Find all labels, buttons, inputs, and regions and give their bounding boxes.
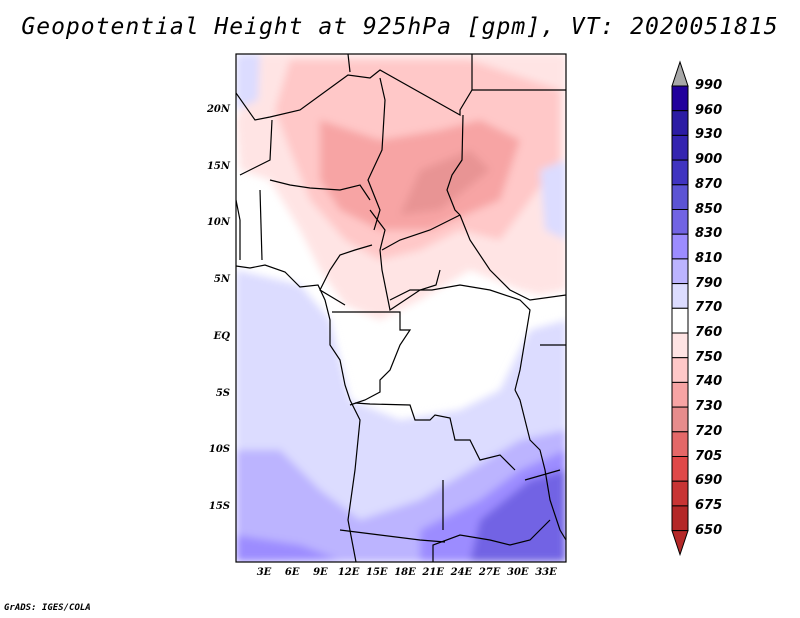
colorbar-label: 990: [695, 78, 723, 93]
colorbar-label: 720: [695, 423, 723, 439]
colorbar-label: 790: [695, 275, 723, 291]
lon-tick-label: 3E: [256, 567, 272, 578]
colorbar-swatch: [671, 381, 689, 408]
lon-tick-label: 9E: [313, 567, 328, 578]
colorbar-label: 870: [695, 176, 723, 192]
colorbar-label: 690: [695, 473, 723, 489]
colorbar-label: 750: [695, 349, 723, 365]
colorbar-swatch: [671, 110, 689, 136]
colorbar-swatch: [671, 134, 689, 161]
colorbar-label: 705: [695, 448, 723, 464]
lon-tick-label: 30E: [507, 567, 529, 578]
colorbar-swatch: [671, 456, 689, 482]
colorbar-swatch: [671, 505, 689, 532]
lat-tick-label: 5S: [215, 387, 230, 399]
lat-tick-label: EQ: [213, 330, 230, 342]
colorbar-swatch: [671, 85, 689, 112]
colorbar-swatch: [671, 184, 689, 211]
colorbar-label: 740: [695, 374, 723, 390]
lon-tick-label: 24E: [450, 567, 473, 578]
colorbar-swatch: [671, 357, 689, 383]
lat-tick-label: 20N: [206, 104, 230, 115]
colorbar-under-arrow: [671, 530, 689, 557]
height-field: [236, 54, 566, 562]
lat-tick-label: 10N: [206, 217, 230, 229]
colorbar-label: 760: [695, 325, 723, 340]
lat-tick-label: 15S: [208, 500, 230, 512]
lon-tick-label: 6E: [284, 567, 300, 578]
colorbar-swatch: [671, 307, 689, 334]
country-borders: [236, 54, 566, 562]
colorbar-swatch: [671, 258, 689, 285]
colorbar-swatch: [671, 406, 689, 433]
grads-credit: GrADS: IGES/COLA: [4, 603, 91, 613]
lon-tick-label: 27E: [478, 567, 501, 578]
lon-tick-label: 15E: [366, 567, 388, 578]
colorbar-label: 675: [695, 497, 723, 513]
lon-tick-label: 21E: [422, 567, 444, 578]
lon-tick-label: 33E: [535, 567, 557, 578]
colorbar-label: 730: [695, 399, 723, 415]
lon-tick-label: 18E: [394, 567, 416, 578]
colorbar-label: 810: [695, 250, 723, 266]
lat-tick-label: 5N: [213, 274, 230, 286]
colorbar-swatch: [671, 332, 689, 359]
plot-title: Geopotential Height at 925hPa [gpm], VT:…: [21, 14, 779, 40]
colorbar-swatch: [671, 209, 689, 235]
colorbar-swatch: [671, 159, 689, 186]
colorbar-swatch: [671, 480, 689, 507]
lat-tick-label: 10S: [208, 444, 230, 456]
lon-tick-label: 12E: [337, 567, 360, 578]
colorbar-label: 930: [695, 127, 723, 143]
colorbar-over-arrow: [671, 60, 689, 87]
colorbar-label: 960: [695, 102, 723, 118]
colorbar-swatch: [671, 283, 689, 309]
colorbar-label: 650: [695, 522, 723, 538]
colorbar-label: 900: [695, 152, 723, 168]
plot-frame: [235, 53, 567, 563]
colorbar: [671, 60, 689, 557]
colorbar-swatch: [671, 233, 689, 260]
colorbar-label: 830: [695, 226, 723, 242]
lat-tick-label: 15N: [206, 160, 230, 172]
colorbar-label: 850: [695, 201, 723, 217]
colorbar-label: 770: [695, 300, 723, 316]
colorbar-swatch: [671, 431, 689, 457]
